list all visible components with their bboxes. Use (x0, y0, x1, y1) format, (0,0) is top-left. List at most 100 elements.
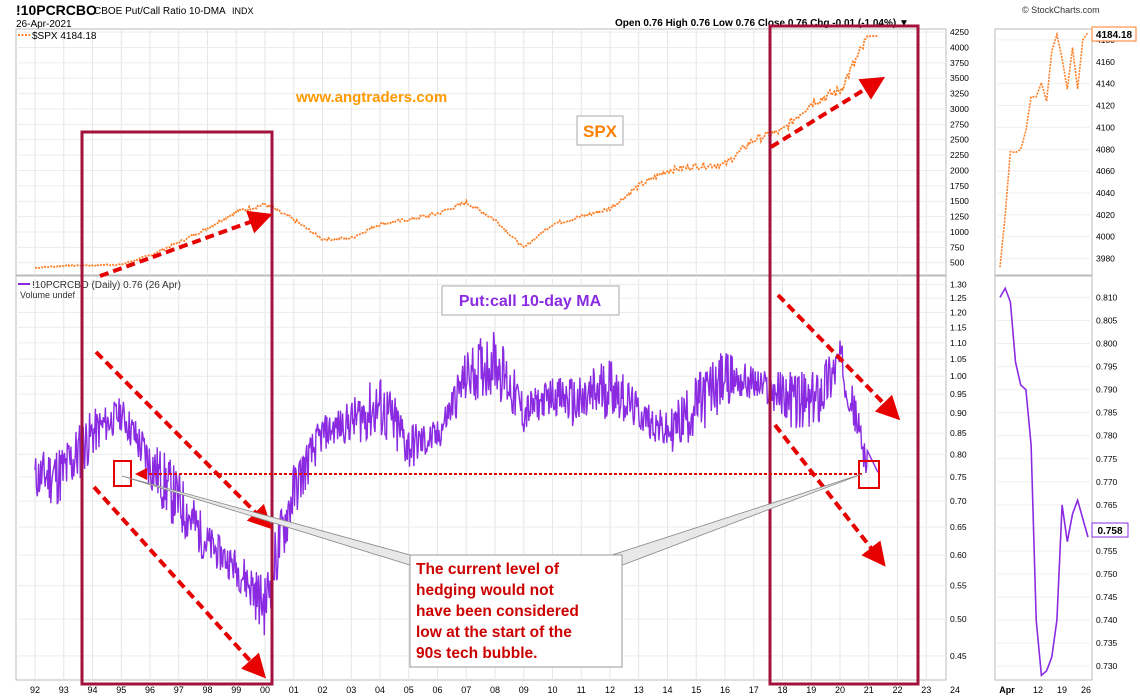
side-spx-line (999, 31, 1089, 268)
x-tick-label: 24 (950, 685, 960, 695)
bottom-y-tick: 0.90 (950, 408, 967, 418)
top-y-tick: 3500 (950, 73, 969, 83)
pc-downtrend-arrow-upper-1990s (94, 350, 273, 530)
spx-price-tag: 4184.18 (1096, 30, 1133, 41)
top-y-tick: 1500 (950, 196, 969, 206)
side-bottom-y-tick: 0.765 (1096, 500, 1118, 510)
bottom-y-tick: 1.10 (950, 338, 967, 348)
highlight-box-2018-2021 (768, 24, 920, 686)
side-bottom-y-tick: 0.800 (1096, 339, 1118, 349)
x-tick-label: 03 (346, 685, 356, 695)
putcall-label-box (441, 285, 620, 316)
top-y-tick: 2000 (950, 165, 969, 175)
x-tick-label: 00 (260, 685, 270, 695)
bottom-y-tick: 0.60 (950, 550, 967, 560)
x-tick-label: 96 (145, 685, 155, 695)
side-x-tick-label: 12 (1033, 685, 1043, 695)
marker-box-left (113, 460, 132, 487)
top-y-tick: 3000 (950, 104, 969, 114)
callout-box (409, 554, 623, 668)
x-tick-label: 94 (87, 685, 97, 695)
x-tick-label: 08 (490, 685, 500, 695)
side-bottom-y-tick: 0.770 (1096, 477, 1118, 487)
x-tick-label: 05 (404, 685, 414, 695)
callout-pointer-right (611, 473, 863, 567)
callout-line-4: low at the start of the (416, 624, 572, 641)
marker-box-right (858, 460, 880, 489)
bottom-y-tick: 0.65 (950, 522, 967, 532)
pc-price-tag: 0.758 (1097, 526, 1122, 537)
side-x-tick-label: Apr (999, 685, 1015, 695)
x-tick-label: 13 (634, 685, 644, 695)
x-tick-label: 02 (317, 685, 327, 695)
side-bottom-y-tick: 0.775 (1096, 454, 1118, 464)
x-tick-label: 22 (892, 685, 902, 695)
x-tick-label: 93 (59, 685, 69, 695)
chart-date: 26-Apr-2021 (16, 19, 72, 30)
x-tick-label: 99 (231, 685, 241, 695)
bottom-y-tick: 1.00 (950, 371, 967, 381)
x-tick-label: 09 (519, 685, 529, 695)
x-tick-label: 18 (777, 685, 787, 695)
bottom-y-tick: 1.05 (950, 354, 967, 364)
website-label: www.angtraders.com (295, 89, 447, 106)
top-y-tick: 1750 (950, 181, 969, 191)
side-bottom-y-tick: 0.785 (1096, 408, 1118, 418)
top-y-tick: 2750 (950, 119, 969, 129)
callout-line-2: hedging would not (416, 582, 554, 599)
putcall-label: Put:call 10-day MA (459, 293, 602, 310)
index-label: INDX (232, 6, 254, 16)
side-bottom-y-tick: 0.730 (1096, 661, 1118, 671)
callout-line-1: The current level of (416, 561, 560, 578)
bottom-y-tick: 0.85 (950, 428, 967, 438)
spx-uptrend-arrow-1990s (99, 210, 273, 278)
spx-series-line (34, 35, 878, 270)
side-bottom-frame (994, 275, 1093, 681)
callout-pointer-left (121, 475, 414, 567)
side-bottom-y-tick: 0.790 (1096, 385, 1118, 395)
pc-legend: !10PCRCBO (Daily) 0.76 (26 Apr) (32, 280, 181, 291)
side-top-y-tick: 4020 (1096, 210, 1115, 220)
side-bottom-y-tick: 0.740 (1096, 615, 1118, 625)
side-putcall-line (999, 286, 1089, 678)
x-tick-label: 01 (289, 685, 299, 695)
side-bottom-y-tick: 0.755 (1096, 546, 1118, 556)
side-bottom-y-tick: 0.780 (1096, 431, 1118, 441)
bottom-y-tick: 0.75 (950, 472, 967, 482)
side-top-y-tick: 4100 (1096, 122, 1115, 132)
side-bottom-y-tick: 0.745 (1096, 592, 1118, 602)
top-y-tick: 2500 (950, 135, 969, 145)
annotations (80, 24, 920, 686)
symbol-description: CBOE Put/Call Ratio 10-DMA (94, 6, 226, 17)
x-tick-label: 97 (174, 685, 184, 695)
bottom-y-tick: 1.15 (950, 322, 967, 332)
spx-label-box (576, 115, 624, 146)
pc-price-tag-box (1091, 522, 1129, 538)
bottom-y-tick: 0.50 (950, 614, 967, 624)
side-top-frame (994, 28, 1093, 276)
side-top-y-tick: 4000 (1096, 232, 1115, 242)
side-bottom-y-tick: 0.805 (1096, 315, 1118, 325)
top-panel-frame (15, 28, 947, 276)
bottom-panel-frame (15, 275, 947, 681)
top-y-tick: 4000 (950, 42, 969, 52)
bottom-y-tick: 1.25 (950, 293, 967, 303)
side-top-y-tick: 4080 (1096, 144, 1115, 154)
x-tick-label: 14 (662, 685, 672, 695)
brand: © StockCharts.com (1022, 5, 1100, 15)
bottom-y-tick: 0.45 (950, 651, 967, 661)
x-tick-label: 10 (547, 685, 557, 695)
side-top-y-tick: 3980 (1096, 254, 1115, 264)
x-tick-label: 04 (375, 685, 385, 695)
axis-labels: 92 93 94 95 96 97 98 99 00 01 02 03 04 05 06 07 08 09 10 11… (30, 27, 1118, 695)
spx-uptrend-arrow-recent (769, 76, 886, 149)
x-tick-label: 98 (202, 685, 212, 695)
gridlines (16, 29, 1092, 680)
side-top-y-tick: 4060 (1096, 166, 1115, 176)
side-top-y-tick: 4160 (1096, 57, 1115, 67)
side-top-y-tick: 4120 (1096, 101, 1115, 111)
top-y-tick: 500 (950, 258, 964, 268)
x-tick-label: 19 (806, 685, 816, 695)
x-tick-label: 11 (577, 685, 586, 695)
bottom-y-tick: 1.30 (950, 279, 967, 289)
